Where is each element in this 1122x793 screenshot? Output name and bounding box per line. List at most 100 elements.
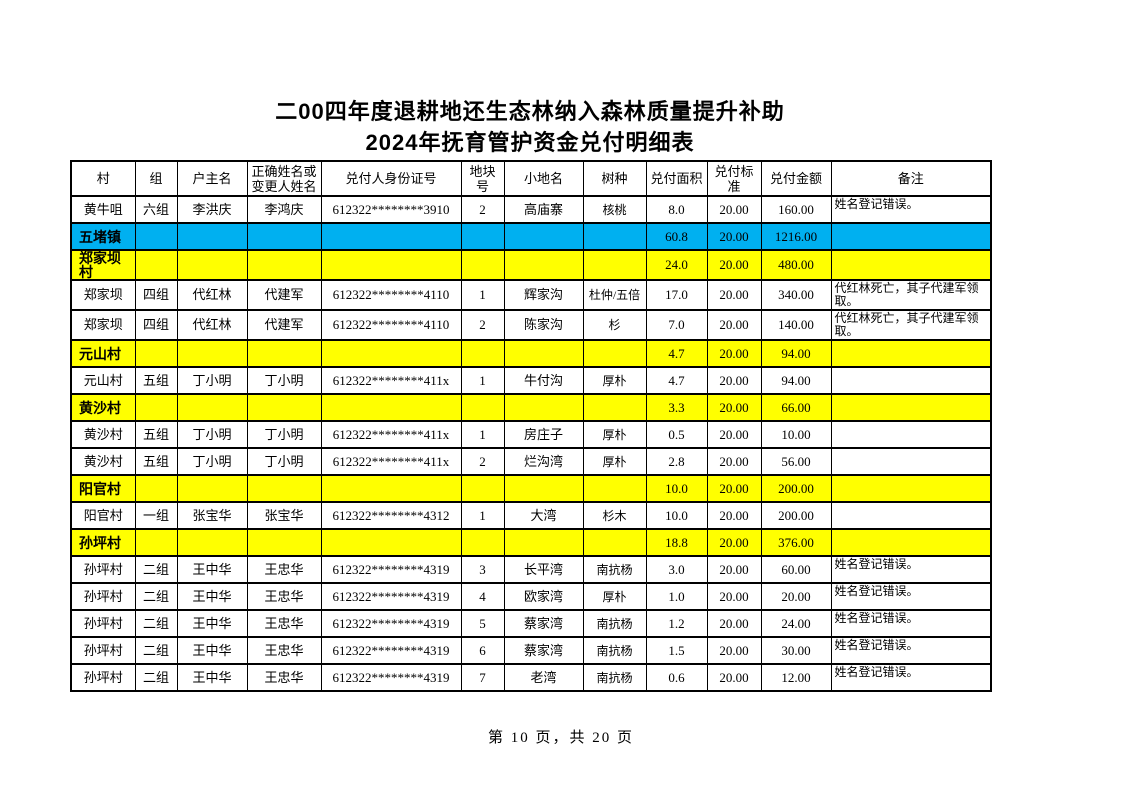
payment-detail-table: 村组户主名 正确姓名或 变更人姓名 兑付人身份证号 地块号 小地名 树种 兑付面积 兑付标准兑… (70, 160, 992, 692)
table-row: 孙坪村 二组 王中华 王忠华 612322********4319 3 长平湾 南抗杨 3.0 2… (70, 555, 992, 584)
cell-plot-no (460, 474, 505, 503)
cell-corrected-name (246, 474, 322, 503)
cell-householder: 王中华 (176, 609, 248, 638)
cell-remark (830, 393, 992, 422)
cell-corrected-name: 丁小明 (246, 366, 322, 395)
table-row: 孙坪村 二组 王中华 王忠华 612322********4319 6 蔡家湾 南抗杨 1.5 2… (70, 636, 992, 665)
cell-group: 二组 (134, 609, 178, 638)
cell-species (582, 474, 647, 503)
cell-village: 郑家坝 (70, 309, 136, 341)
cell-area: 4.7 (645, 366, 708, 395)
cell-place-name (503, 249, 584, 281)
cell-area: 2.8 (645, 447, 708, 476)
cell-area: 1.2 (645, 609, 708, 638)
cell-plot-no: 7 (460, 663, 505, 692)
cell-corrected-name: 王忠华 (246, 636, 322, 665)
cell-amount: 30.00 (760, 636, 832, 665)
cell-area: 0.5 (645, 420, 708, 449)
cell-group: 二组 (134, 636, 178, 665)
cell-place-name (503, 528, 584, 557)
cell-remark (830, 339, 992, 368)
column-header-amount: 兑付金额 (760, 160, 832, 197)
cell-amount: 200.00 (760, 474, 832, 503)
cell-plot-no: 1 (460, 501, 505, 530)
cell-corrected-name (246, 222, 322, 251)
cell-householder (176, 222, 248, 251)
cell-remark: 姓名登记错误。 (830, 609, 992, 638)
cell-plot-no (460, 393, 505, 422)
cell-standard: 20.00 (706, 393, 762, 422)
table-body: 黄牛咀 六组 李洪庆 李鸿庆 612322********3910 2 高庙寨 核桃 8.0 20… (70, 195, 992, 692)
cell-area: 0.6 (645, 663, 708, 692)
cell-remark: 姓名登记错误。 (830, 636, 992, 665)
cell-id-number: 612322********4319 (320, 636, 462, 665)
cell-amount: 376.00 (760, 528, 832, 557)
cell-place-name (503, 339, 584, 368)
document-title-line2: 2024年抚育管护资金兑付明细表 (365, 130, 695, 155)
cell-standard: 20.00 (706, 582, 762, 611)
cell-householder: 王中华 (176, 636, 248, 665)
cell-village: 黄牛咀 (70, 195, 136, 224)
cell-remark: 姓名登记错误。 (830, 663, 992, 692)
cell-remark (830, 447, 992, 476)
cell-species: 厚朴 (582, 366, 647, 395)
cell-corrected-name (246, 393, 322, 422)
cell-species (582, 249, 647, 281)
table-row: 孙坪村 二组 王中华 王忠华 612322********4319 7 老湾 南抗杨 0.6 20… (70, 663, 992, 692)
cell-area: 24.0 (645, 249, 708, 281)
cell-species: 南抗杨 (582, 609, 647, 638)
cell-householder (176, 528, 248, 557)
cell-plot-no: 1 (460, 420, 505, 449)
cell-standard: 20.00 (706, 420, 762, 449)
cell-plot-no: 3 (460, 555, 505, 584)
cell-id-number: 612322********4319 (320, 609, 462, 638)
document-title: 二00四年度退耕地还生态林纳入森林质量提升补助 2024年抚育管护资金兑付明细表 (70, 96, 990, 158)
cell-standard: 20.00 (706, 279, 762, 311)
cell-remark (830, 366, 992, 395)
cell-amount: 10.00 (760, 420, 832, 449)
cell-remark (830, 249, 992, 281)
cell-plot-no: 5 (460, 609, 505, 638)
cell-village: 黄沙村 (70, 420, 136, 449)
cell-corrected-name: 王忠华 (246, 555, 322, 584)
cell-plot-no: 2 (460, 195, 505, 224)
cell-species: 厚朴 (582, 420, 647, 449)
cell-species (582, 222, 647, 251)
cell-area: 18.8 (645, 528, 708, 557)
cell-area: 3.0 (645, 555, 708, 584)
cell-id-number: 612322********411x (320, 447, 462, 476)
column-header-remark: 备注 (830, 160, 992, 197)
cell-corrected-name: 李鸿庆 (246, 195, 322, 224)
cell-plot-no: 2 (460, 447, 505, 476)
cell-corrected-name: 代建军 (246, 309, 322, 341)
cell-standard: 20.00 (706, 501, 762, 530)
cell-place-name (503, 393, 584, 422)
cell-remark (830, 222, 992, 251)
cell-amount: 200.00 (760, 501, 832, 530)
cell-standard: 20.00 (706, 474, 762, 503)
table-row: 郑家坝 四组 代红林 代建军 612322********4110 2 陈家沟杉 7.0 20.… (70, 309, 992, 341)
cell-plot-no (460, 249, 505, 281)
cell-standard: 20.00 (706, 249, 762, 281)
cell-place-name: 欧家湾 (503, 582, 584, 611)
cell-species: 南抗杨 (582, 555, 647, 584)
cell-group (134, 339, 178, 368)
table-row: 孙坪村 二组 王中华 王忠华 612322********4319 4 欧家湾 厚朴 1.0 20… (70, 582, 992, 611)
cell-group: 四组 (134, 309, 178, 341)
cell-group (134, 393, 178, 422)
table-row: 孙坪村 18.8 20.00 376.00 (70, 528, 992, 557)
cell-village: 元山村 (70, 339, 136, 368)
column-header-corrected-name: 正确姓名或 变更人姓名 (246, 160, 322, 197)
cell-corrected-name (246, 249, 322, 281)
table-row: 黄沙村 五组 丁小明 丁小明 612322********411x 2 烂沟湾 厚朴 2.8 20… (70, 447, 992, 476)
cell-species (582, 393, 647, 422)
cell-standard: 20.00 (706, 366, 762, 395)
cell-householder: 李洪庆 (176, 195, 248, 224)
cell-householder (176, 249, 248, 281)
column-header-species: 树种 (582, 160, 647, 197)
cell-species: 核桃 (582, 195, 647, 224)
cell-corrected-name (246, 339, 322, 368)
cell-amount: 24.00 (760, 609, 832, 638)
cell-plot-no: 6 (460, 636, 505, 665)
cell-corrected-name: 王忠华 (246, 582, 322, 611)
